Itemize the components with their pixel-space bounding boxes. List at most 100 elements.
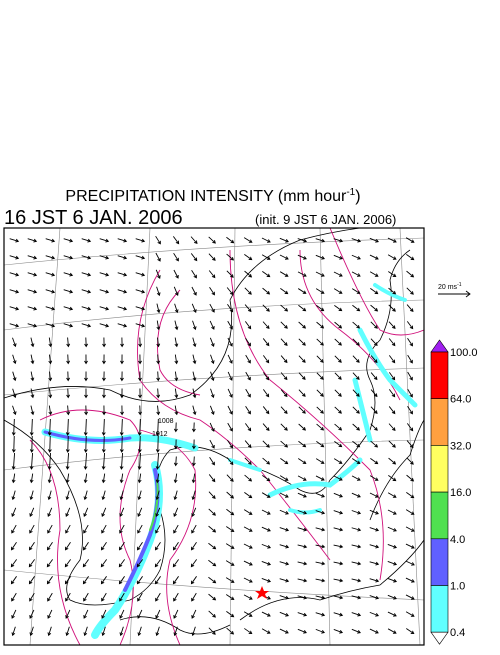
map-frame: [3, 227, 425, 646]
wind-arrow: [297, 628, 307, 634]
wind-arrow: [208, 559, 217, 567]
wind-arrow: [63, 306, 74, 311]
wind-arrow: [297, 238, 308, 243]
wind-arrow: [280, 372, 288, 381]
wind-arrow: [28, 559, 36, 568]
wind-arrow: [334, 389, 342, 397]
wind-arrow: [297, 254, 307, 260]
wind-arrow: [370, 457, 379, 465]
wind-arrow: [315, 492, 325, 498]
wind-arrow: [191, 303, 197, 313]
wind-arrow: [388, 423, 396, 432]
wind-arrow: [30, 371, 35, 382]
wind-arrow: [261, 628, 271, 634]
wind-arrow: [297, 510, 308, 515]
wind-arrow: [30, 388, 35, 399]
wind-arrow: [263, 372, 270, 381]
wind-arrow: [47, 524, 53, 534]
wind-arrow: [47, 609, 53, 619]
wind-arrow: [244, 628, 253, 635]
wind-arrow: [10, 559, 18, 568]
wind-arrow: [100, 542, 107, 551]
wind-arrow: [174, 320, 179, 331]
title-end: ): [355, 188, 360, 205]
wind-arrow: [81, 323, 92, 328]
colorbar-bin: [430, 585, 449, 633]
wind-arrow: [156, 337, 161, 348]
wind-arrow: [99, 323, 110, 328]
wind-arrow: [370, 440, 379, 448]
wind-arrow: [137, 490, 142, 501]
wind-arrow: [65, 418, 70, 436]
wind-arrow: [138, 371, 142, 382]
wind-arrow: [369, 544, 380, 549]
wind-arrow: [66, 388, 71, 399]
wind-arrow: [45, 238, 56, 243]
wind-arrow: [11, 418, 16, 436]
wind-arrow: [118, 559, 126, 568]
wind-arrow: [407, 354, 413, 364]
wind-arrow: [120, 371, 124, 382]
wind-arrow: [65, 507, 71, 517]
title: PRECIPITATION INTENSITY (mm hour-1): [65, 187, 360, 205]
wind-arrow: [406, 287, 414, 295]
wind-arrow: [261, 577, 272, 583]
wind-arrow: [209, 320, 215, 330]
wind-arrow: [369, 509, 379, 515]
wind-arrow: [84, 405, 89, 416]
wind-arrow: [11, 609, 17, 619]
wind-arrow: [191, 524, 197, 534]
wind-arrow: [11, 592, 17, 602]
wind-arrow: [117, 323, 128, 328]
wind-arrow: [65, 473, 70, 484]
wind-arrow: [315, 288, 325, 294]
wind-arrow: [154, 576, 161, 585]
wind-arrow: [352, 338, 360, 346]
wind-arrow: [208, 593, 217, 601]
wind-arrow: [370, 304, 379, 312]
wind-arrow: [99, 255, 110, 260]
wind-arrow: [29, 418, 34, 436]
wind-arrow: [83, 524, 89, 534]
wind-arrow: [406, 492, 415, 499]
wind-arrow: [102, 405, 106, 416]
wind-arrow: [351, 544, 362, 549]
wind-arrow: [64, 542, 71, 551]
wind-arrow: [99, 272, 110, 277]
wind-arrow: [102, 388, 106, 399]
wind-arrow: [315, 527, 326, 532]
wind-arrow: [406, 254, 415, 261]
wind-arrow: [208, 627, 216, 635]
wind-arrow: [65, 490, 70, 501]
wind-arrow: [262, 389, 270, 398]
wind-arrow: [407, 405, 413, 415]
wind-arrow: [83, 418, 88, 436]
wind-arrow: [351, 527, 362, 532]
wind-arrow: [120, 388, 124, 399]
wind-arrow: [297, 527, 308, 532]
wind-arrow: [351, 612, 362, 617]
wind-arrow: [298, 389, 306, 397]
wind-arrow: [28, 576, 35, 585]
wind-arrow: [155, 524, 161, 534]
wind-arrow: [280, 321, 288, 329]
wind-arrow: [191, 507, 197, 517]
wind-arrow: [173, 269, 179, 279]
wind-arrow: [369, 492, 379, 498]
wind-arrow: [10, 542, 17, 551]
wind-arrow: [280, 440, 289, 448]
wind-arrow: [156, 371, 161, 382]
wind-arrow: [316, 406, 324, 414]
wind-arrow: [262, 475, 271, 482]
wind-arrow: [48, 371, 53, 382]
wind-arrow: [135, 255, 146, 260]
wind-arrow: [333, 510, 344, 515]
wind-arrow: [333, 492, 343, 498]
wind-arrow: [405, 543, 415, 549]
wind-arrow: [47, 592, 53, 602]
colorbar-label: 100.0: [450, 347, 478, 359]
wind-arrow: [45, 255, 56, 260]
wind-arrow: [262, 440, 270, 448]
wind-arrow: [243, 237, 253, 243]
wind-arrow: [191, 490, 196, 501]
